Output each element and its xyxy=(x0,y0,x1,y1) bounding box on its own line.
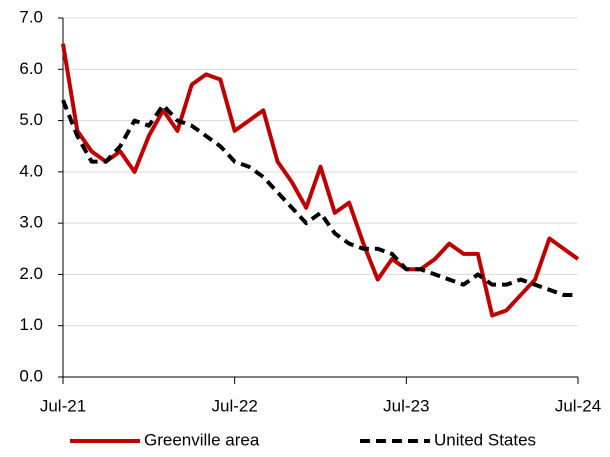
y-tick-label: 7.0 xyxy=(19,7,43,26)
y-tick-label: 2.0 xyxy=(19,264,43,283)
y-tick-label: 1.0 xyxy=(19,315,43,334)
x-tick-label: Jul-21 xyxy=(40,396,86,415)
series-line xyxy=(61,43,580,318)
x-tick-label: Jul-22 xyxy=(212,396,258,415)
legend-label: United States xyxy=(434,430,536,449)
y-tick-label: 0.0 xyxy=(19,366,43,385)
x-tick-label: Jul-24 xyxy=(555,396,601,415)
y-tick-label: 4.0 xyxy=(19,161,43,180)
x-tick-label: Jul-23 xyxy=(383,396,429,415)
y-tick-label: 6.0 xyxy=(19,59,43,78)
y-tick-label: 3.0 xyxy=(19,213,43,232)
y-tick-label: 5.0 xyxy=(19,110,43,129)
series-line xyxy=(61,99,578,297)
legend-label: Greenville area xyxy=(144,430,260,449)
